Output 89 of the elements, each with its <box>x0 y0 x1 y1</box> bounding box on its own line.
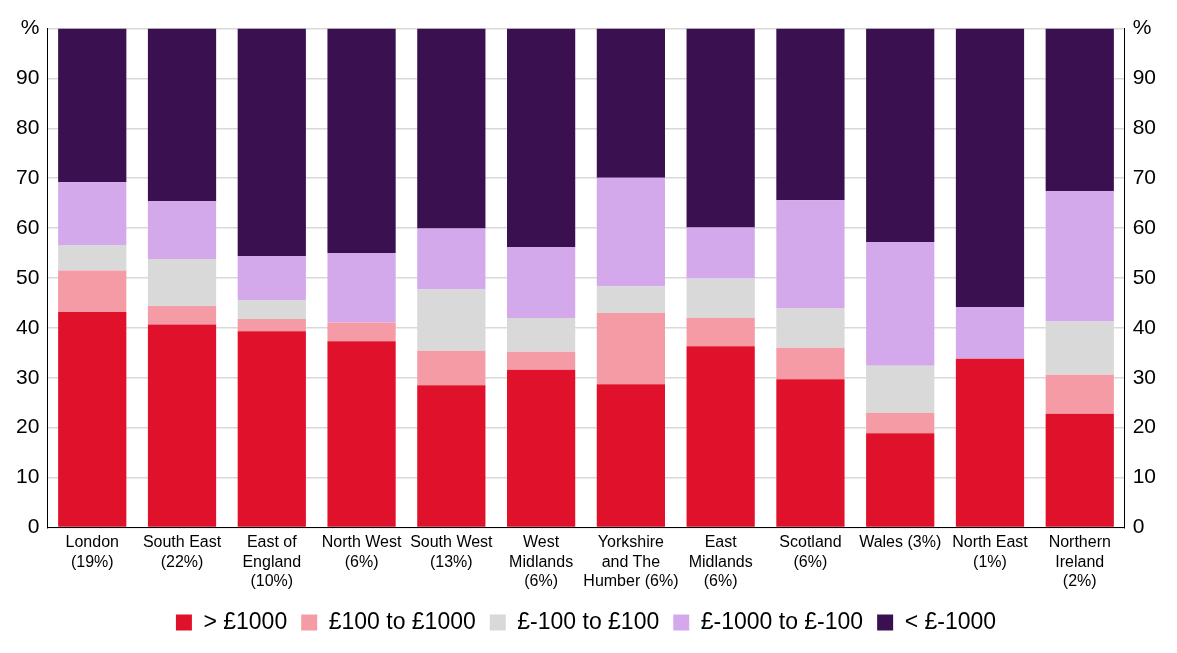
bar <box>327 341 396 527</box>
bar <box>866 242 935 366</box>
bar <box>596 384 665 527</box>
bar <box>327 253 396 323</box>
bar <box>1045 28 1114 192</box>
bar <box>237 318 306 332</box>
bar <box>866 412 935 434</box>
bar <box>147 305 217 325</box>
y2-tick-label: 10 <box>1132 464 1156 488</box>
x-tick-label: East of England (10%) <box>242 533 302 589</box>
bar <box>417 350 486 386</box>
y-tick-label: 0 <box>27 514 40 538</box>
x-tick-label: Scotland (6%) <box>779 533 842 570</box>
x-tick-label: Yorkshire and The Humber (6%) <box>583 533 679 589</box>
bar <box>237 28 306 257</box>
y-tick-label: 30 <box>16 364 40 388</box>
bar <box>237 299 306 319</box>
bar <box>596 286 665 313</box>
bar <box>686 227 755 279</box>
x-tick-label: South East (22%) <box>142 533 222 570</box>
y2-tick-label: 90 <box>1132 65 1156 89</box>
y2-tick-label: 50 <box>1132 264 1156 288</box>
bar <box>147 201 217 260</box>
bar <box>686 317 755 347</box>
bar <box>507 28 576 248</box>
y2-tick-label: % <box>1132 15 1152 39</box>
bar <box>58 182 127 246</box>
bar <box>596 312 665 385</box>
bar <box>58 311 127 527</box>
y-tick-label: 50 <box>16 264 40 288</box>
x-tick-label: South West (13%) <box>410 533 494 570</box>
x-tick-label: West Midlands (6%) <box>509 533 574 589</box>
bar <box>237 331 306 527</box>
bar <box>866 433 935 527</box>
bar <box>1045 191 1114 322</box>
y-tick-label: 20 <box>16 414 40 438</box>
y2-tick-label: 0 <box>1132 514 1145 538</box>
bar <box>327 28 396 254</box>
y-tick-label: 60 <box>16 214 40 238</box>
bar <box>507 351 576 370</box>
bar <box>955 358 1025 527</box>
legend-label: £-1000 to £-100 <box>700 607 864 634</box>
bar <box>1045 413 1114 527</box>
bar <box>417 385 486 527</box>
bar <box>327 322 396 342</box>
bar <box>776 200 845 308</box>
legend-label: < £-1000 <box>904 607 997 634</box>
y2-tick-label: 20 <box>1132 414 1156 438</box>
y2-tick-label: 30 <box>1132 364 1156 388</box>
y-tick-label: 40 <box>16 314 40 338</box>
bar <box>147 28 217 202</box>
y2-tick-label: 60 <box>1132 214 1156 238</box>
x-tick-label: East Midlands (6%) <box>688 533 753 589</box>
bar <box>237 256 306 300</box>
legend-label: > £1000 <box>203 607 288 634</box>
bar <box>866 28 935 243</box>
bar <box>776 347 845 380</box>
bar <box>417 28 486 229</box>
bar <box>686 28 755 228</box>
y-tick-label: 10 <box>16 464 40 488</box>
bar <box>596 177 665 287</box>
legend-label: £100 to £1000 <box>328 607 476 634</box>
bar <box>58 270 127 312</box>
y-tick-label: % <box>20 15 40 39</box>
bar <box>776 28 845 201</box>
bar <box>596 28 665 178</box>
bar <box>507 247 576 318</box>
bar <box>686 346 755 527</box>
bar <box>955 28 1025 307</box>
x-tick-label: North East (1%) <box>952 533 1029 570</box>
bar <box>147 324 217 527</box>
bar <box>1045 374 1114 414</box>
x-tick-label: Northern Ireland (2%) <box>1048 533 1111 589</box>
y-tick-label: 80 <box>16 115 40 139</box>
bar <box>58 245 127 271</box>
x-tick-label: North West (6%) <box>321 533 402 570</box>
legend-label: £-100 to £100 <box>517 607 660 634</box>
bar <box>776 379 845 527</box>
x-tick-label: London (19%) <box>65 533 119 570</box>
y2-tick-label: 80 <box>1132 115 1156 139</box>
y2-tick-label: 40 <box>1132 314 1156 338</box>
bar <box>58 28 127 183</box>
y-tick-label: 90 <box>16 65 40 89</box>
bar <box>507 369 576 527</box>
bar <box>417 228 486 290</box>
bar <box>955 306 1025 359</box>
y2-tick-label: 70 <box>1132 165 1156 189</box>
x-tick-label: Wales (3%) <box>859 533 942 551</box>
y-tick-label: 70 <box>16 165 40 189</box>
